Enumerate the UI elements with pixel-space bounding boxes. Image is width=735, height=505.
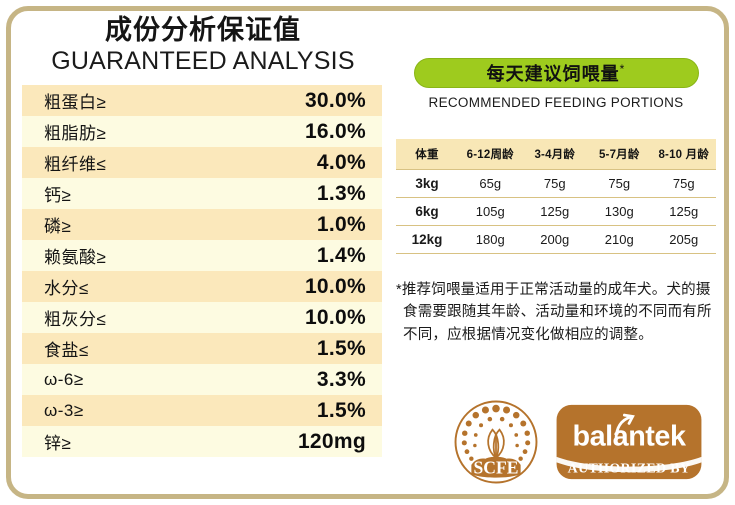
balantek-logo: balantek AUTHORIZED BY bbox=[556, 404, 702, 480]
portion-cell: 210g bbox=[587, 225, 652, 254]
table-row: 磷≥ 1.0% bbox=[22, 209, 382, 241]
feeding-heading-badge: 每天建议饲喂量* bbox=[413, 58, 699, 88]
nutrient-value: 120mg bbox=[202, 426, 382, 458]
portion-cell: 75g bbox=[651, 169, 716, 198]
column-header-age-2: 3-4月龄 bbox=[522, 139, 587, 170]
scfe-logo-text: SCFE bbox=[474, 458, 519, 478]
table-row: ω-3≥ 1.5% bbox=[22, 395, 382, 427]
nutrient-value: 1.5% bbox=[202, 395, 382, 427]
page-title-english: GUARANTEED ANALYSIS bbox=[51, 46, 355, 75]
feeding-table-body: 3kg 65g 75g 75g 75g 6kg 105g 125g 130g 1… bbox=[396, 169, 716, 254]
column-header-age-4: 8-10 月龄 bbox=[651, 139, 716, 170]
nutrient-name: 钙≥ bbox=[22, 178, 202, 210]
row-weight: 6kg bbox=[396, 197, 458, 226]
scfe-logo-icon: SCFE bbox=[454, 400, 538, 484]
table-row: 粗灰分≤ 10.0% bbox=[22, 302, 382, 334]
page-title-chinese: 成份分析保证值 bbox=[105, 15, 301, 45]
asterisk-marker: * bbox=[619, 62, 626, 76]
column-header-age-3: 5-7月龄 bbox=[587, 139, 652, 170]
portion-cell: 65g bbox=[458, 169, 523, 198]
nutrient-value: 10.0% bbox=[202, 271, 382, 303]
portion-cell: 105g bbox=[458, 197, 523, 226]
portion-cell: 205g bbox=[651, 225, 716, 254]
nutrient-name: 粗蛋白≥ bbox=[22, 85, 202, 117]
feeding-portions-section: 每天建议饲喂量* RECOMMENDED FEEDING PORTIONS 体重… bbox=[396, 58, 716, 346]
nutrient-name: ω-6≥ bbox=[22, 364, 202, 396]
guaranteed-analysis-section: 成份分析保证值 GUARANTEED ANALYSIS 粗蛋白≥ 30.0% 粗脂… bbox=[22, 15, 384, 458]
nutrient-value: 10.0% bbox=[202, 302, 382, 334]
column-header-age-1: 6-12周龄 bbox=[458, 139, 523, 170]
feeding-heading-chinese: 每天建议饲喂量* bbox=[486, 62, 626, 84]
row-weight: 3kg bbox=[396, 169, 458, 198]
feeding-heading-english: RECOMMENDED FEEDING PORTIONS bbox=[428, 95, 684, 110]
table-row: 粗脂肪≥ 16.0% bbox=[22, 116, 382, 148]
nutrient-name: 磷≥ bbox=[22, 209, 202, 241]
portion-cell: 180g bbox=[458, 225, 523, 254]
authorized-by-text: AUTHORIZED BY bbox=[568, 462, 691, 477]
nutrient-value: 1.0% bbox=[202, 209, 382, 241]
balantek-badge-bg bbox=[556, 404, 702, 480]
feeding-note-text: *推荐饲喂量适用于正常活动量的成年犬。犬的摄食需要跟随其年龄、活动量和环境的不同… bbox=[396, 282, 712, 343]
table-row: 粗蛋白≥ 30.0% bbox=[22, 85, 382, 117]
nutrient-value: 30.0% bbox=[202, 85, 382, 117]
feeding-portions-table: 体重 6-12周龄 3-4月龄 5-7月龄 8-10 月龄 3kg 65g 75… bbox=[396, 139, 716, 254]
nutrient-value: 16.0% bbox=[202, 116, 382, 148]
nutrient-name: 食盐≤ bbox=[22, 333, 202, 365]
table-row: 水分≤ 10.0% bbox=[22, 271, 382, 303]
certification-logos: SCFE balantek AUTHORIZED BY bbox=[452, 398, 704, 486]
nutrient-value: 1.4% bbox=[202, 240, 382, 272]
table-row: 12kg 180g 200g 210g 205g bbox=[396, 225, 716, 254]
analysis-table-body: 粗蛋白≥ 30.0% 粗脂肪≥ 16.0% 粗纤维≤ 4.0% 钙≥ 1.3% 磷≥ 1.… bbox=[22, 85, 382, 458]
row-weight: 12kg bbox=[396, 225, 458, 254]
nutrient-value: 4.0% bbox=[202, 147, 382, 179]
nutrient-name: ω-3≥ bbox=[22, 395, 202, 427]
nutrient-name: 锌≥ bbox=[22, 426, 202, 458]
nutrient-value: 1.5% bbox=[202, 333, 382, 365]
balantek-wordmark: balantek bbox=[573, 421, 687, 453]
table-row: ω-6≥ 3.3% bbox=[22, 364, 382, 396]
column-header-weight: 体重 bbox=[396, 139, 458, 170]
table-row: 锌≥ 120mg bbox=[22, 426, 382, 458]
portion-cell: 125g bbox=[651, 197, 716, 226]
nutrient-value: 1.3% bbox=[202, 178, 382, 210]
feeding-header-row: 体重 6-12周龄 3-4月龄 5-7月龄 8-10 月龄 bbox=[396, 139, 716, 170]
nutrient-name: 赖氨酸≥ bbox=[22, 240, 202, 272]
portion-cell: 200g bbox=[522, 225, 587, 254]
portion-cell: 75g bbox=[587, 169, 652, 198]
portion-cell: 130g bbox=[587, 197, 652, 226]
nutrient-name: 水分≤ bbox=[22, 271, 202, 303]
table-row: 钙≥ 1.3% bbox=[22, 178, 382, 210]
nutrient-name: 粗纤维≤ bbox=[22, 147, 202, 179]
table-row: 3kg 65g 75g 75g 75g bbox=[396, 169, 716, 198]
portion-cell: 75g bbox=[522, 169, 587, 198]
table-row: 粗纤维≤ 4.0% bbox=[22, 147, 382, 179]
table-row: 6kg 105g 125g 130g 125g bbox=[396, 197, 716, 226]
portion-cell: 125g bbox=[522, 197, 587, 226]
guaranteed-analysis-table: 粗蛋白≥ 30.0% 粗脂肪≥ 16.0% 粗纤维≤ 4.0% 钙≥ 1.3% 磷≥ 1.… bbox=[22, 85, 382, 458]
nutrient-name: 粗脂肪≥ bbox=[22, 116, 202, 148]
feeding-table-head: 体重 6-12周龄 3-4月龄 5-7月龄 8-10 月龄 bbox=[396, 139, 716, 170]
table-row: 赖氨酸≥ 1.4% bbox=[22, 240, 382, 272]
nutrient-name: 粗灰分≤ bbox=[22, 302, 202, 334]
table-row: 食盐≤ 1.5% bbox=[22, 333, 382, 365]
nutrient-value: 3.3% bbox=[202, 364, 382, 396]
